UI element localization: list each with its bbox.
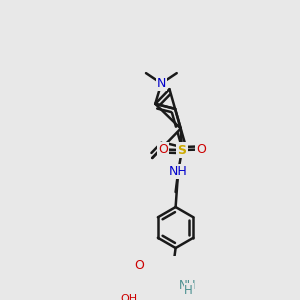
Text: OH: OH [120, 294, 138, 300]
Text: O: O [196, 143, 206, 156]
Text: N: N [157, 77, 166, 90]
Text: S: S [178, 144, 187, 157]
Text: O: O [134, 259, 144, 272]
Text: NH: NH [169, 165, 188, 178]
Text: O: O [158, 143, 168, 156]
Text: H: H [184, 284, 193, 297]
Text: NH: NH [179, 279, 197, 292]
